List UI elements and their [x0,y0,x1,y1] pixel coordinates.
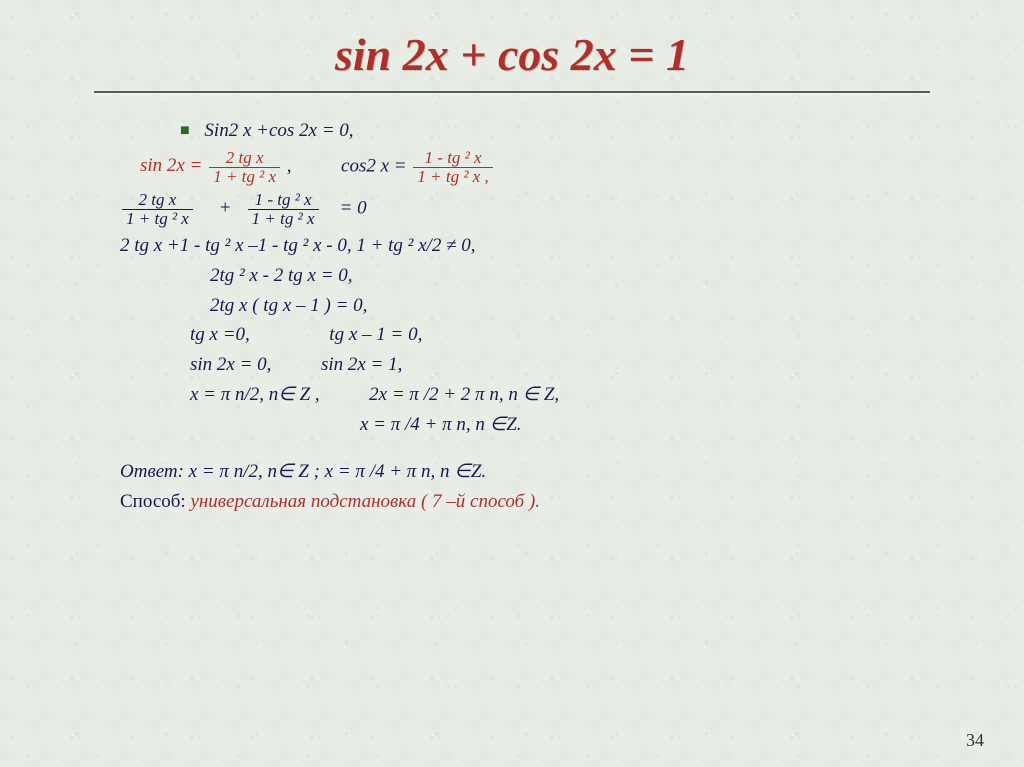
part-a: tg x =0, [190,324,250,345]
eq-line-6: 2tg x ( tg x – 1 ) = 0, [100,294,934,318]
page-number: 34 [966,730,984,751]
part-a: sin 2x = 0, [190,354,271,375]
cos2x-lhs: cos2 x = [341,155,407,176]
fraction: 2 tg x 1 + tg ² x [122,191,193,228]
slide: sin 2x + cos 2x = 1 ■ Sin2 x +cos 2x = 0… [0,0,1024,767]
fraction: 1 - tg ² x 1 + tg ² x [248,191,319,228]
gap [100,442,934,460]
part-b: tg x – 1 = 0, [329,324,422,345]
eq-line-8: sin 2x = 0, sin 2x = 1, [100,353,934,377]
method-label: Способ: [120,491,190,512]
text: Sin2 x +cos 2x = 0, [204,120,353,141]
plus: + [219,198,232,219]
numerator: 1 - tg ² x [248,191,319,210]
denominator: 1 + tg ² x [122,210,193,228]
eq-line-4: 2 tg x +1 - tg ² x –1 - tg ² x - 0, 1 + … [100,234,934,258]
denominator: 1 + tg ² x [248,210,319,228]
title-rule-wrap [90,91,934,93]
title-rule [94,91,930,93]
eq-line-3: 2 tg x 1 + tg ² x + 1 - tg ² x 1 + tg ² … [100,191,934,228]
numerator: 1 - tg ² x [413,149,492,168]
bullet-icon: ■ [180,122,190,139]
method-value: универсальная подстановка ( 7 –й способ … [190,491,540,512]
denominator: 1 + tg ² x , [413,168,492,186]
numerator: 2 tg x [122,191,193,210]
eq-zero: = 0 [340,198,367,219]
denominator: 1 + tg ² x [209,168,280,186]
sin2x-def: sin 2x = 2 tg x 1 + tg ² x [140,155,287,176]
answer-line: Ответ: x = π n/2, n∈ Z ; x = π /4 + π n,… [100,460,934,484]
part-b: sin 2x = 1, [321,354,402,375]
eq-line-7: tg x =0, tg x – 1 = 0, [100,323,934,347]
part-a: x = π n/2, n∈ Z , [190,384,320,405]
method-line: Способ: универсальная подстановка ( 7 –й… [100,490,934,514]
slide-title: sin 2x + cos 2x = 1 [90,28,934,81]
comma: , [287,155,292,176]
eq-line-1: ■ Sin2 x +cos 2x = 0, [100,119,934,143]
fraction: 2 tg x 1 + tg ² x [209,149,280,186]
numerator: 2 tg x [209,149,280,168]
part-b: 2x = π /2 + 2 π n, n ∈ Z, [369,384,559,405]
eq-line-10: x = π /4 + π n, n ∈Z. [100,413,934,437]
lhs: sin 2x = [140,155,202,176]
eq-line-5: 2tg ² x - 2 tg x = 0, [100,264,934,288]
eq-line-9: x = π n/2, n∈ Z , 2x = π /2 + 2 π n, n ∈… [100,383,934,407]
eq-line-2: sin 2x = 2 tg x 1 + tg ² x , cos2 x = 1 … [100,149,934,186]
slide-body: ■ Sin2 x +cos 2x = 0, sin 2x = 2 tg x 1 … [90,119,934,514]
fraction: 1 - tg ² x 1 + tg ² x , [413,149,492,186]
